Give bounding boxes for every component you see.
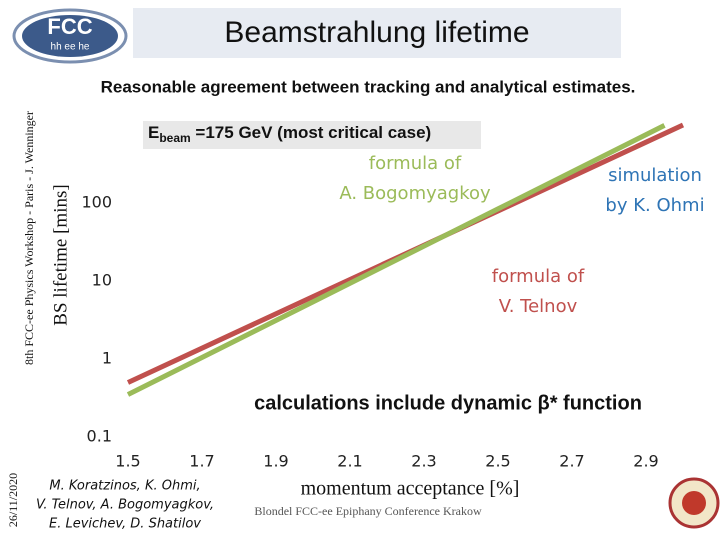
y-tick-label: 100 bbox=[81, 193, 112, 212]
note: calculations include dynamic β* function bbox=[254, 392, 642, 414]
x-tick-label: 2.7 bbox=[559, 452, 584, 471]
annotation: A. Bogomyagkoy bbox=[339, 183, 491, 204]
title: Beamstrahlung lifetime bbox=[224, 16, 529, 49]
author-line: V. Telnov, A. Bogomyagkov, bbox=[36, 498, 214, 513]
title-box bbox=[133, 8, 621, 58]
x-tick-label: 2.3 bbox=[411, 452, 436, 471]
x-axis-label: momentum acceptance [%] bbox=[301, 478, 520, 500]
x-tick-label: 1.5 bbox=[115, 452, 140, 471]
x-tick-label: 1.7 bbox=[189, 452, 214, 471]
conference: Blondel FCC-ee Epiphany Conference Krako… bbox=[254, 504, 482, 518]
logo-main: FCC bbox=[47, 14, 92, 39]
annotation: simulation bbox=[608, 165, 702, 186]
beam-symbol: E bbox=[148, 123, 159, 142]
annotation: formula of bbox=[369, 153, 462, 174]
vertical-footer: 8th FCC-ee Physics Workshop - Paris - J.… bbox=[22, 111, 36, 365]
logo-sub: hh ee he bbox=[51, 42, 90, 53]
author-line: E. Levichev, D. Shatilov bbox=[49, 517, 201, 532]
x-tick-label: 1.9 bbox=[263, 452, 288, 471]
beam-box bbox=[143, 121, 481, 149]
subtitle: Reasonable agreement between tracking an… bbox=[101, 77, 636, 96]
x-tick-label: 2.9 bbox=[633, 452, 658, 471]
plot bbox=[126, 122, 685, 397]
x-tick-label: 2.5 bbox=[485, 452, 510, 471]
y-tick-label: 0.1 bbox=[87, 427, 112, 446]
beam-text: =175 GeV (most critical case) bbox=[191, 123, 432, 142]
date: 26/11/2020 bbox=[6, 473, 20, 527]
series-line bbox=[126, 123, 666, 397]
y-tick-label: 10 bbox=[92, 271, 112, 290]
beam-annotation: Ebeam =175 GeV (most critical case) bbox=[148, 123, 431, 145]
x-tick-label: 2.1 bbox=[337, 452, 362, 471]
y-axis-label: BS lifetime [mins] bbox=[50, 184, 71, 325]
emblem bbox=[668, 477, 720, 529]
logo: FCC hh ee he bbox=[12, 8, 128, 64]
author-line: M. Koratzinos, K. Ohmi, bbox=[49, 479, 200, 494]
annotation: V. Telnov bbox=[499, 296, 578, 317]
y-tick-label: 1 bbox=[102, 349, 112, 368]
beam-sub: beam bbox=[159, 131, 190, 145]
annotation: formula of bbox=[492, 266, 585, 287]
annotation: by K. Ohmi bbox=[605, 195, 704, 216]
